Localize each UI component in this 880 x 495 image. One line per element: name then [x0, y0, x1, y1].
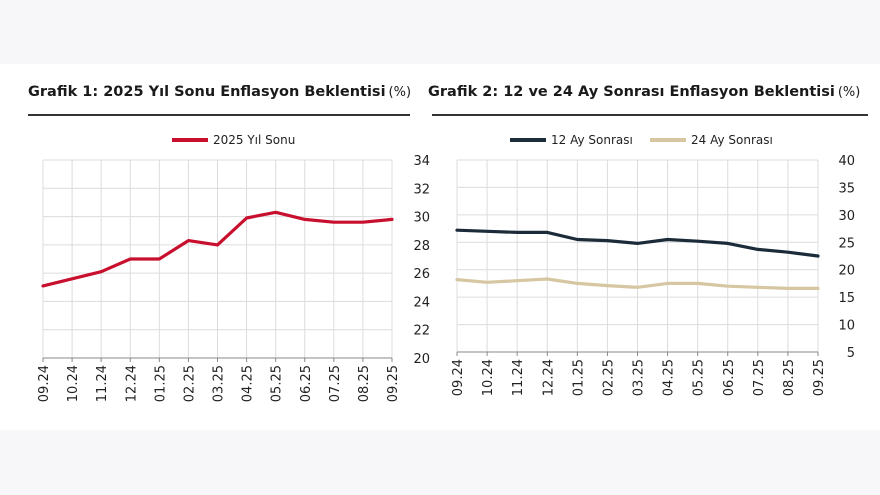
chart2-xtick-label: 11.24 — [511, 359, 526, 396]
chart2-xtick-label: 03.25 — [632, 359, 647, 396]
chart1-xtick-label: 01.25 — [153, 365, 168, 402]
chart2-xtick-label: 07.25 — [752, 359, 767, 396]
chart1-unit: (%) — [388, 85, 412, 100]
chart2-ytick-label: 25 — [838, 236, 855, 251]
chart2-title-wrap: Grafik 2: 12 ve 24 Ay Sonrası Enflasyon … — [428, 84, 860, 100]
chart1-xtick-label: 11.24 — [95, 365, 110, 402]
chart1-title: Grafik 1: 2025 Yıl Sonu Enflasyon Beklen… — [28, 84, 386, 100]
chart2-xtick-label: 01.25 — [571, 359, 586, 396]
chart1-xtick-label: 09.24 — [37, 365, 52, 402]
chart2-xtick-label: 09.25 — [812, 359, 827, 396]
chart2-xtick-label: 06.25 — [722, 359, 737, 396]
chart1-xtick-label: 07.25 — [328, 365, 343, 402]
chart2-ytick-label: 40 — [838, 154, 855, 169]
chart2-xtick-label: 02.25 — [601, 359, 616, 396]
chart1-xtick-label: 10.24 — [66, 365, 81, 402]
chart2-ytick-label: 20 — [838, 264, 855, 279]
chart1-ytick-label: 32 — [413, 182, 430, 197]
chart2-ytick-label: 5 — [847, 346, 855, 361]
chart1-title-rule — [28, 114, 410, 116]
chart1-ytick-label: 34 — [413, 154, 430, 169]
chart1-ytick-label: 20 — [413, 352, 430, 367]
chart1-xtick-label: 04.25 — [241, 365, 256, 402]
chart2-legend-label-2: 24 Ay Sonrası — [691, 133, 773, 147]
chart1-xtick-label: 06.25 — [299, 365, 314, 402]
chart2-xtick-label: 09.24 — [451, 359, 466, 396]
chart1-ytick-label: 30 — [413, 211, 430, 226]
chart1-ytick-label: 22 — [413, 324, 430, 339]
chart1-series-line-1 — [41, 210, 394, 288]
chart1-ytick-label: 24 — [413, 295, 430, 310]
chart2-xtick-label: 08.25 — [782, 359, 797, 396]
chart1-xtick-label: 08.25 — [357, 365, 372, 402]
chart2-legend-label-1: 12 Ay Sonrası — [551, 133, 633, 147]
chart1-xtick-label: 05.25 — [270, 365, 285, 402]
chart2-ytick-label: 15 — [838, 291, 855, 306]
chart2-unit: (%) — [837, 85, 861, 100]
chart2-ytick-label: 35 — [838, 181, 855, 196]
chart2-xtick-label: 05.25 — [692, 359, 707, 396]
chart1-legend-label-1: 2025 Yıl Sonu — [213, 133, 295, 147]
chart2-series-line-2 — [455, 277, 820, 290]
chart2-xtick-label: 04.25 — [662, 359, 677, 396]
chart2-xtick-label: 10.24 — [481, 359, 496, 396]
chart1-xtick-label: 03.25 — [212, 365, 227, 402]
chart1-ytick-label: 26 — [413, 267, 430, 282]
chart2-ytick-label: 10 — [838, 319, 855, 334]
chart1-ytick-label: 28 — [413, 239, 430, 254]
chart2-series-line-1 — [455, 228, 820, 258]
chart-panel — [0, 64, 880, 430]
chart2-title: Grafik 2: 12 ve 24 Ay Sonrası Enflasyon … — [428, 84, 835, 100]
chart1-title-wrap: Grafik 1: 2025 Yıl Sonu Enflasyon Beklen… — [28, 84, 411, 100]
chart1-xtick-label: 12.24 — [124, 365, 139, 402]
chart1-xtick-label: 09.25 — [386, 365, 401, 402]
chart2-xtick-label: 12.24 — [541, 359, 556, 396]
chart2-title-rule — [432, 114, 868, 116]
chart2-ytick-label: 30 — [838, 209, 855, 224]
chart1-xtick-label: 02.25 — [182, 365, 197, 402]
